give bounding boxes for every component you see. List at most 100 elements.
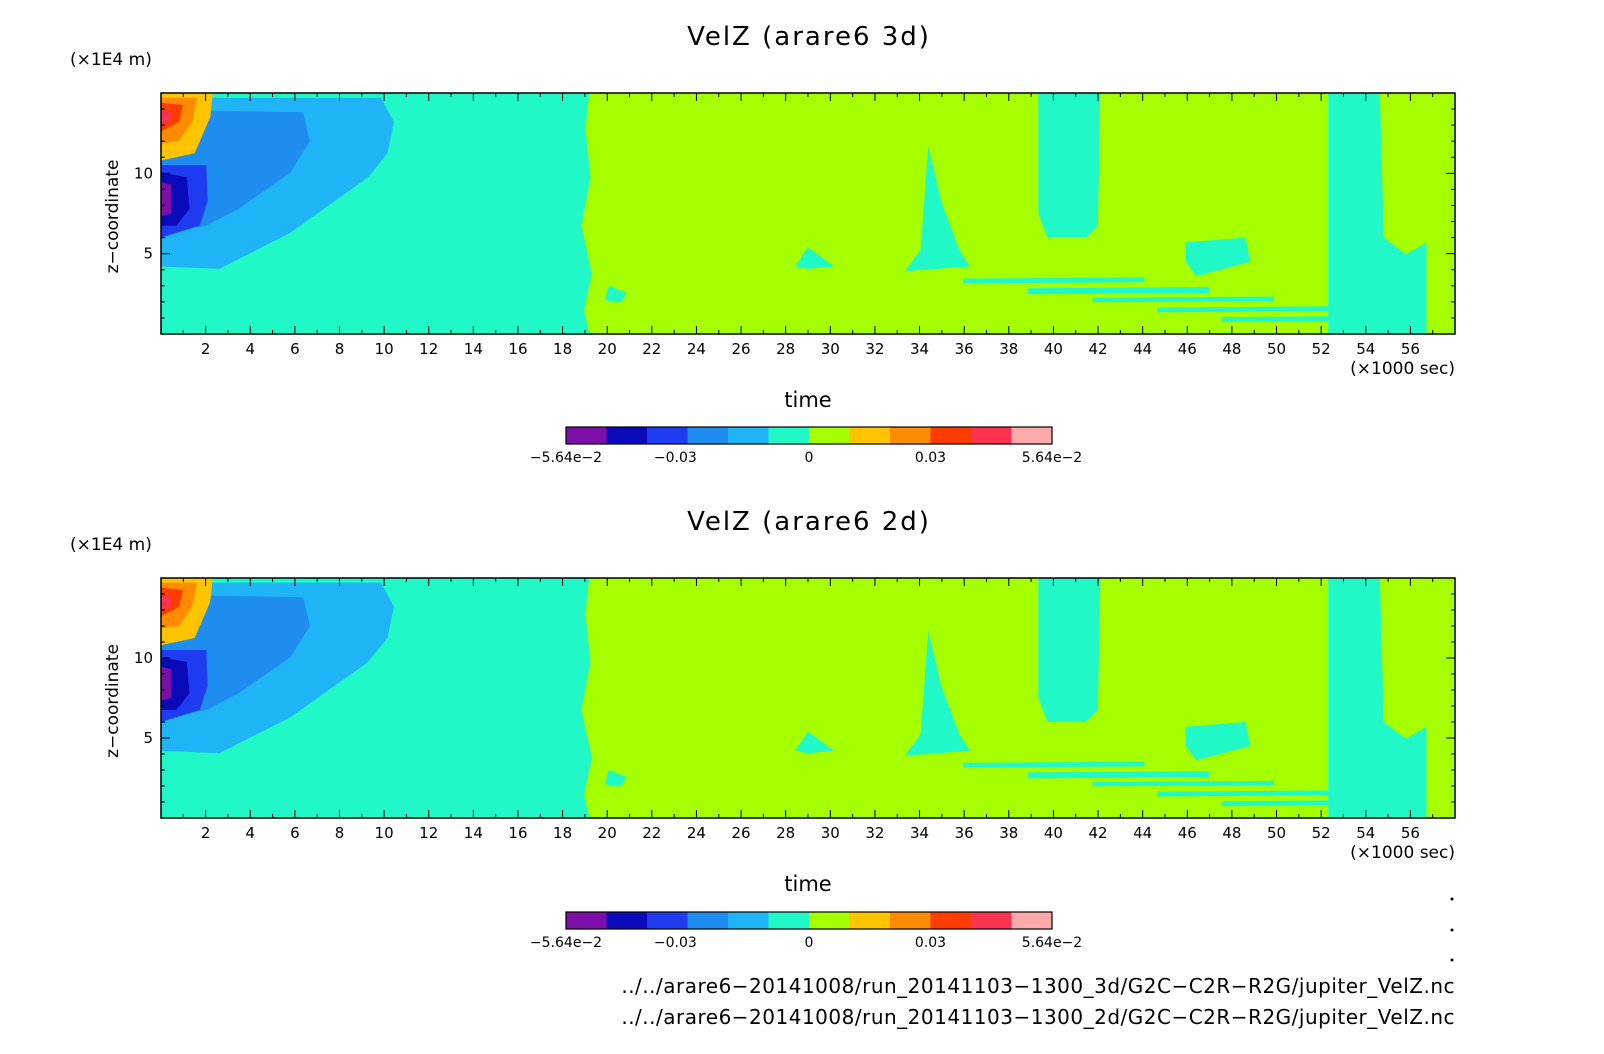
x-tick-label: 22 [642,824,661,842]
chart-title: VelZ (arare6 3d) [687,22,931,52]
contour-streak-3 [1092,296,1274,303]
colorbar-label: 5.64e−2 [1022,935,1082,951]
x-tick-label: 14 [464,824,483,842]
x-tick-label: 18 [553,824,572,842]
x-tick-label: 42 [1088,340,1107,358]
x-tick-label: 26 [732,340,751,358]
chart-panel-1: 2 4 6 8 10 12 14 16 18 20 22 24 26 28 30 32 34 36 38 40 42 44… [70,22,1456,466]
contour-positive-band [581,93,1455,334]
colorbar-swatch [647,427,688,444]
contour-blob-48 [1185,722,1251,761]
contour-neg-min [161,666,172,701]
contour-blob-29 [795,731,834,754]
colorbar-swatch [728,427,769,444]
colorbar-swatch [606,912,648,929]
x-tick-label: 50 [1267,340,1286,358]
contour-pos-4 [161,109,172,125]
colorbar-swatch [890,427,931,444]
x-tick-label: 4 [245,340,255,358]
x-tick-label: 32 [865,824,884,842]
x-tick-label: 56 [1401,824,1420,842]
y-axis-label: z−coordinate [103,160,123,274]
contour-streak-5 [1222,800,1404,806]
x-tick-label: 46 [1178,824,1197,842]
colorbar-swatch [809,427,850,444]
contour-column-40 [1038,93,1101,238]
colorbar-swatch [1011,427,1053,444]
colorbar-swatch [768,427,810,444]
contour-streak-1 [963,277,1145,284]
contour-pos-4 [161,594,172,610]
file-path-1: ../../arare6−20141008/run_20141103−1300_… [621,974,1455,998]
contour-lobe-55 [1379,93,1427,255]
contour-notch-20 [604,770,627,787]
x-tick-label: 2 [201,340,211,358]
colorbar-label: −0.03 [654,935,697,951]
contour-spike-34 [905,146,970,272]
contour-pos-3 [161,587,183,617]
x-tick-label: 16 [508,340,527,358]
contour-lobe-55 [1379,578,1427,739]
x-tick-label: 30 [821,824,840,842]
x-tick-label: 36 [955,340,974,358]
x-tick-label: 20 [598,340,617,358]
colorbar-label: 0 [805,935,814,951]
colorbar-swatch [606,427,648,444]
colorbar-swatch [849,912,891,929]
colorbar-swatch [890,912,931,929]
x-tick-label: 26 [732,824,751,842]
x-tick-label: 42 [1088,824,1107,842]
x-tick-label: 2 [201,824,211,842]
x-tick-label: 50 [1267,824,1286,842]
colorbar-swatch [971,427,1012,444]
x-tick-label: 36 [955,824,974,842]
contour-streak-1 [963,761,1145,768]
colorbar-swatch [971,912,1012,929]
contour-streak-3 [1092,780,1274,787]
colorbar-swatch [687,427,729,444]
colorbar-swatch [849,427,891,444]
contour-blob-48 [1185,237,1251,277]
contour-streak-2 [1028,771,1210,779]
x-tick-label: 34 [910,824,929,842]
x-tick-label: 4 [245,824,255,842]
x-tick-label: 40 [1044,340,1063,358]
x-tick-label: 10 [375,340,394,358]
x-tick-label: 38 [999,824,1018,842]
colorbar-swatch [768,912,810,929]
chart-title: VelZ (arare6 2d) [687,507,931,537]
x-tick-label: 28 [776,340,795,358]
x-tick-label: 56 [1401,340,1420,358]
x-tick-label: 6 [290,824,300,842]
y-unit-label: (×1E4 m) [70,50,152,70]
colorbar-swatch [687,912,729,929]
x-tick-label: 44 [1133,340,1152,358]
x-tick-label: 38 [999,340,1018,358]
x-tick-label: 8 [335,824,345,842]
colorbar-swatch [930,912,972,929]
colorbar-label: −5.64e−2 [530,450,602,466]
colorbar-label: 0 [805,450,814,466]
colorbar-label: 0.03 [915,450,946,466]
x-tick-label: 44 [1133,824,1152,842]
x-tick-label: 20 [598,824,617,842]
contour-notch-20 [604,285,627,303]
contour-streak-4 [1157,790,1339,797]
x-tick-label: 6 [290,340,300,358]
colorbar-label: 0.03 [915,935,946,951]
y-tick-label: 10 [134,164,153,182]
x-tick-label: 54 [1356,824,1375,842]
colorbar-swatch [566,912,607,929]
x-tick-label: 24 [687,824,706,842]
x-tick-label: 40 [1044,824,1063,842]
colorbar-swatch [1011,912,1053,929]
x-axis-label: time [784,388,831,412]
x-tick-label: 12 [419,340,438,358]
x-tick-label: 34 [910,340,929,358]
contour-column-40 [1038,578,1101,722]
colorbar-swatch [647,912,688,929]
x-unit-label: (×1000 sec) [1350,843,1455,863]
x-tick-label: 32 [865,340,884,358]
colorbar-swatch [930,427,972,444]
